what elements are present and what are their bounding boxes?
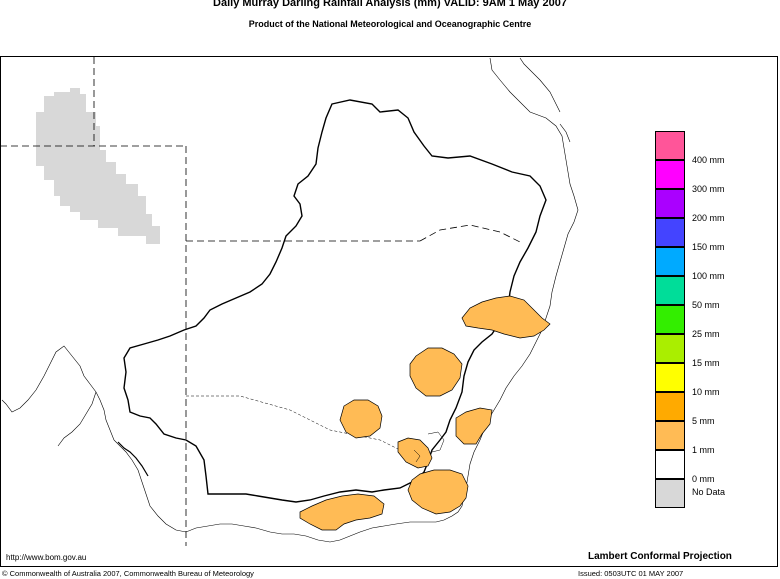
- basin-outline: [123, 99, 547, 503]
- coastline-south: [113, 439, 436, 543]
- legend-swatch-100mm: [655, 247, 685, 276]
- legend-label-100mm: 100 mm: [692, 271, 725, 281]
- legend-swatch-150mm: [655, 218, 685, 247]
- coastline-gulfs: [1, 345, 115, 447]
- legend-swatch-0mm: [655, 450, 685, 479]
- legend-label-200mm: 200 mm: [692, 213, 725, 223]
- no-data-region: [36, 88, 160, 244]
- legend-label-5mm: 5 mm: [692, 416, 715, 426]
- legend-label-no-data: No Data: [692, 487, 726, 497]
- legend-swatch-400mm: [655, 131, 685, 160]
- map-title: Daily Murray Darling Rainfall Analysis (…: [213, 0, 567, 9]
- coastline-northeast: [519, 57, 571, 143]
- legend-swatch-50mm: [655, 276, 685, 305]
- legend-swatch-15mm: [655, 334, 685, 363]
- state-borders: [0, 57, 521, 546]
- basin-internal-lines: [186, 395, 411, 456]
- rainfall-areas-1mm: [299, 295, 551, 531]
- legend-swatch-10mm: [655, 363, 685, 392]
- map-subtitle: Product of the National Meteorological a…: [248, 19, 532, 29]
- coastline-east: [435, 57, 579, 523]
- legend-swatch-1mm: [655, 421, 685, 450]
- map-frame: [0, 56, 778, 567]
- coorong-lagoon: [117, 441, 149, 477]
- legend-label-1mm: 1 mm: [692, 445, 715, 455]
- projection-label: Lambert Conformal Projection: [588, 551, 732, 562]
- legend-label-0mm: 0 mm: [692, 474, 715, 484]
- legend-label-15mm: 15 mm: [692, 358, 720, 368]
- website-link[interactable]: http://www.bom.gov.au: [6, 553, 87, 562]
- legend-swatch-no-data: [655, 479, 685, 508]
- legend-label-25mm: 25 mm: [692, 329, 720, 339]
- legend-swatch-200mm: [655, 189, 685, 218]
- legend-label-300mm: 300 mm: [692, 184, 725, 194]
- legend-label-400mm: 400 mm: [692, 155, 725, 165]
- legend-label-10mm: 10 mm: [692, 387, 720, 397]
- issued-timestamp: Issued: 0503UTC 01 MAY 2007: [578, 569, 684, 578]
- legend-swatch-300mm: [655, 160, 685, 189]
- copyright-notice: © Commonwealth of Australia 2007, Common…: [2, 569, 254, 578]
- legend-label-50mm: 50 mm: [692, 300, 720, 310]
- legend-label-150mm: 150 mm: [692, 242, 725, 252]
- legend-swatch-5mm: [655, 392, 685, 421]
- inner-features: [413, 431, 445, 463]
- legend-swatch-25mm: [655, 305, 685, 334]
